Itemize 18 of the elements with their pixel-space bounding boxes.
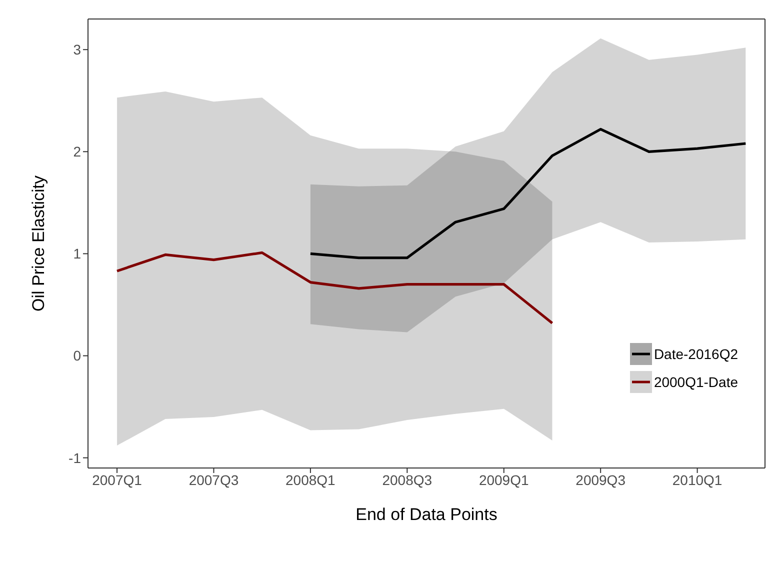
line-series [116, 251, 554, 324]
x-tick-label: 2010Q1 [672, 472, 722, 488]
x-tick-label: 2009Q1 [478, 472, 529, 488]
x-tick-label: 2008Q1 [286, 472, 336, 488]
legend-label: 2000Q1-Date [654, 374, 738, 390]
y-tick-label: -1 [68, 450, 82, 466]
y-tick-label: 1 [73, 246, 82, 262]
y-tick-label: 3 [73, 42, 82, 58]
y-tick-label: 0 [73, 348, 82, 364]
line-series [309, 128, 747, 260]
y-axis-title: Oil Price Elasticity [29, 174, 48, 312]
x-tick-label: 2008Q3 [382, 472, 432, 488]
legend-label: Date-2016Q2 [654, 346, 738, 362]
x-tick-label: 2007Q3 [188, 472, 239, 488]
x-tick-label: 2009Q3 [576, 472, 626, 488]
x-tick-label: 2007Q1 [92, 472, 142, 488]
y-tick-label: 2 [73, 144, 82, 160]
x-axis-title: End of Data Points [356, 505, 498, 524]
